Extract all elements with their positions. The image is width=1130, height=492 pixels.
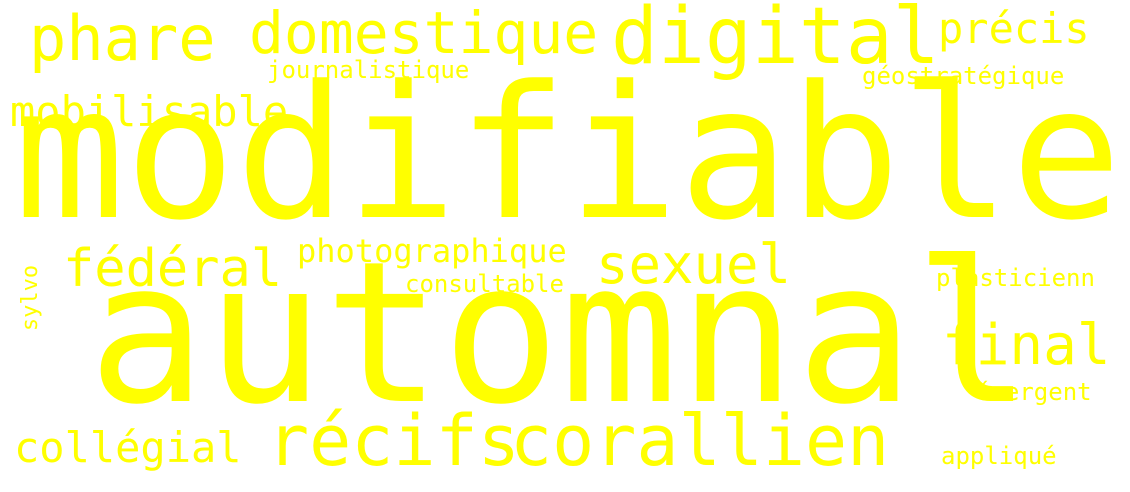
word-emergent: émergent bbox=[976, 380, 1092, 404]
word-recifs: récifs bbox=[267, 406, 520, 476]
word-applique: appliqué bbox=[941, 444, 1057, 468]
word-sylvo: sylvo bbox=[20, 265, 42, 331]
word-mobilisable: mobilisable bbox=[10, 91, 288, 133]
word-collegial: collégial bbox=[14, 427, 242, 469]
word-geostrategique: géostratégique bbox=[862, 64, 1064, 88]
word-precis: précis bbox=[938, 8, 1090, 50]
word-plasticienn: plasticienn bbox=[936, 266, 1095, 290]
word-phare: phare bbox=[29, 8, 216, 70]
word-photographique: photographique bbox=[297, 235, 567, 267]
word-domestique: domestique bbox=[249, 4, 598, 62]
word-corallien: corallien bbox=[510, 406, 889, 476]
word-journalistique: journalistique bbox=[267, 58, 469, 82]
word-sexuel: sexuel bbox=[596, 238, 791, 292]
word-consultable: consultable bbox=[405, 272, 564, 296]
word-federal: fédéral bbox=[63, 243, 282, 295]
word-final: final bbox=[942, 318, 1111, 374]
